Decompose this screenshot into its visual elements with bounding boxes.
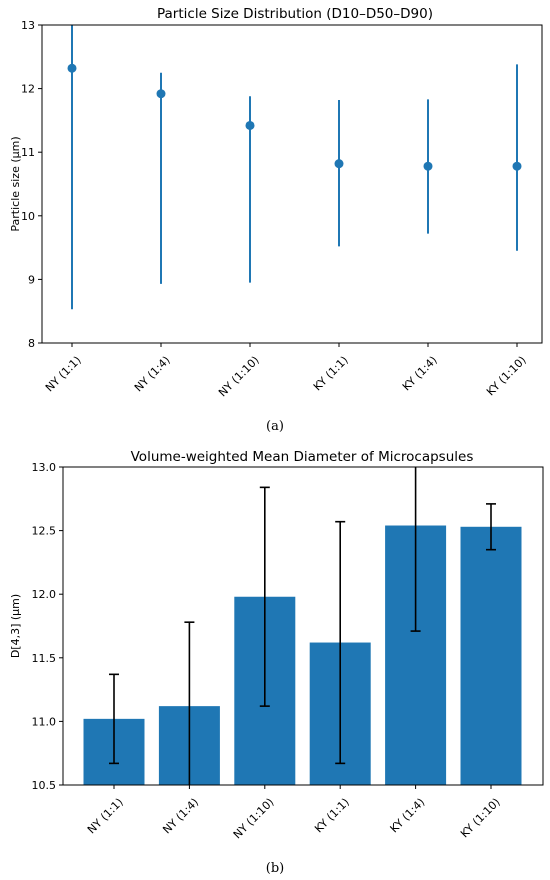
chart-a-title: Particle Size Distribution (D10–D50–D90) [157,6,433,22]
chart-a-marks [67,25,522,310]
a-ytick-label: 10 [21,210,35,223]
b-ytick-label: 10.5 [32,779,57,792]
b-error-bar-ky-1-1 [335,520,346,765]
b-error-bar-ky-1-4 [410,467,421,632]
a-xtick-label: KY (1:1) [311,354,351,394]
a-xtick-label: KY (1:4) [400,354,440,394]
b-xtick-label: NY (1:1) [85,796,126,837]
b-ytick-label: 11.5 [32,652,57,665]
a-series [67,25,522,310]
chart-b-plot-frame [62,466,544,786]
a-ytick-label: 11 [21,146,35,159]
b-ytick-label: 13.0 [32,461,57,474]
a-xtick-label: NY (1:10) [216,354,262,400]
a-xtick-label: NY (1:1) [43,354,84,395]
chart-b-mean-diameter: Volume-weighted Mean Diameter of Microca… [9,449,544,842]
a-median-point-ny-1-4 [156,89,166,99]
a-median-point-ny-1-10 [245,120,255,130]
b-ytick-label: 12.5 [32,525,57,538]
a-ytick-label: 8 [28,337,35,350]
b-ytick-label: 12.0 [32,588,57,601]
chart-b-marks [83,467,522,785]
a-ytick-label: 12 [21,83,35,96]
chart-a-particle-size: Particle Size Distribution (D10–D50–D90)… [9,6,543,399]
b-ytick-label: 11.0 [32,715,57,728]
caption-b: (b) [266,861,284,876]
b-xtick-label: NY (1:4) [160,796,201,837]
a-xtick-label: NY (1:4) [132,354,173,395]
chart-a-ticks: 8 9 10 11 12 13 NY (1:1) NY (1:4) NY (1:10) KY (1… [21,19,529,399]
chart-b-y-axis-label: D[4,3] (μm) [9,594,22,658]
b-error-bar-ny-1-4 [184,621,195,785]
b-bar-ky-1-10 [460,526,522,785]
chart-b-title: Volume-weighted Mean Diameter of Microca… [131,449,474,465]
b-xtick-label: NY (1:10) [231,796,277,842]
a-median-point-ky-1-1 [334,159,344,169]
a-xtick-label: KY (1:10) [484,354,529,399]
chart-a-plot-frame [41,24,543,344]
b-error-bar-ny-1-1 [109,673,119,765]
a-median-point-ky-1-10 [512,161,522,171]
b-error-bar-ny-1-10 [259,486,270,707]
b-error-bar-ky-1-10 [486,503,496,551]
a-ytick-label: 13 [21,19,35,32]
b-series [83,467,522,785]
b-xtick-label: KY (1:10) [458,796,503,841]
a-median-point-ky-1-4 [423,161,433,171]
chart-a-y-axis-label: Particle size (μm) [9,136,22,231]
b-xtick-label: KY (1:1) [312,796,352,836]
b-xtick-label: KY (1:4) [388,796,428,836]
a-ytick-label: 9 [28,273,35,286]
caption-a: (a) [266,419,284,434]
a-median-point-ny-1-1 [67,63,77,73]
